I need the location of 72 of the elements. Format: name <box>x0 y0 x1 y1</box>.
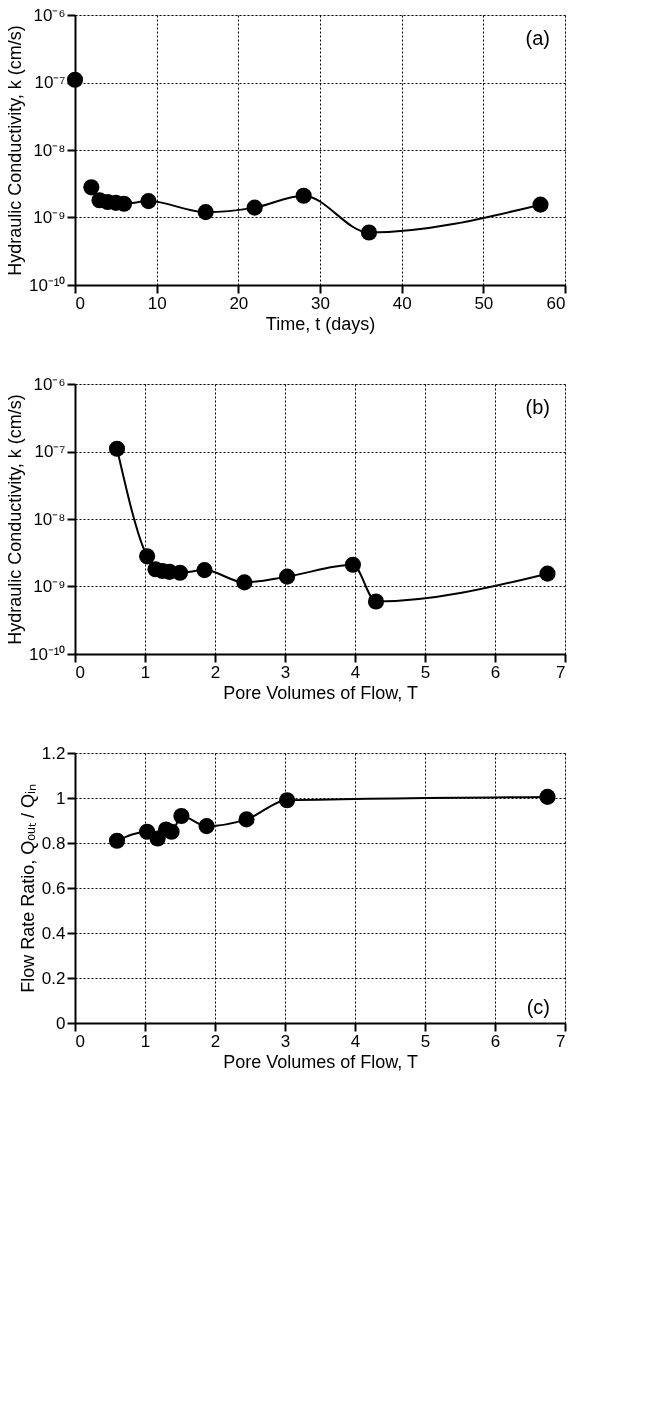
x-axis-title: Time, t (days) <box>265 313 376 334</box>
y-axis-title: Flow Rate Ratio, Qₒᵤₜ / Qᵢₙ <box>17 784 38 993</box>
y-tick-label: 10⁻⁶ <box>33 374 66 394</box>
x-tick-label: 20 <box>229 293 249 313</box>
y-tick-label: 10⁻⁷ <box>34 442 66 461</box>
y-tick-label: 1.2 <box>41 743 66 763</box>
x-tick-label: 4 <box>350 1031 361 1051</box>
x-tick-label: 50 <box>474 293 494 313</box>
x-tick-label: 5 <box>420 1031 431 1051</box>
y-tick-label: 10⁻⁹ <box>33 208 66 227</box>
point <box>198 818 215 835</box>
point <box>108 440 126 457</box>
x-tick-label: 7 <box>556 1031 566 1051</box>
x-tick-label: 1 <box>140 662 151 682</box>
point <box>344 556 361 573</box>
point <box>236 574 253 591</box>
x-tick-label: 6 <box>490 662 501 682</box>
x-tick-label: 3 <box>280 662 291 682</box>
y-tick-label: 10⁻⁷ <box>34 73 66 92</box>
annotation: (a) <box>525 27 550 49</box>
x-tick-label: 3 <box>280 1031 291 1051</box>
y-tick-label: 10⁻⁸ <box>33 509 66 529</box>
x-tick-label: 5 <box>420 662 431 682</box>
point <box>539 788 556 805</box>
point <box>238 811 255 828</box>
y-tick-label: 0.8 <box>41 833 66 853</box>
x-tick-label: 7 <box>556 662 566 682</box>
x-axis-title: Pore Volumes of Flow, T <box>223 682 418 703</box>
y-tick-label: 0.6 <box>41 878 66 898</box>
point <box>173 807 190 825</box>
y-tick-label: 10⁻⁶ <box>33 5 66 25</box>
y-axis-title: Hydraulic Conductivity, k (cm/s) <box>4 394 25 645</box>
x-tick-label: 40 <box>392 293 412 313</box>
x-tick-label: 1 <box>140 1031 151 1051</box>
point <box>246 199 263 216</box>
x-tick-label: 0 <box>75 293 85 313</box>
y-tick-label: 10⁻¹⁰ <box>28 275 66 295</box>
point <box>139 548 156 565</box>
point <box>295 187 312 204</box>
point <box>360 224 378 241</box>
y-axis-title: Hydraulic Conductivity, k (cm/s) <box>4 25 25 276</box>
point <box>83 179 100 196</box>
point <box>279 792 296 809</box>
x-tick-label: 2 <box>210 662 221 682</box>
point <box>140 193 157 210</box>
point <box>279 568 296 585</box>
annotation: (c) <box>526 996 550 1018</box>
y-tick-label: 10⁻¹⁰ <box>28 644 66 664</box>
point <box>66 71 84 88</box>
x-tick-label: 0 <box>75 1031 85 1051</box>
x-tick-label: 2 <box>210 1031 221 1051</box>
point <box>163 823 180 840</box>
point <box>197 204 214 221</box>
x-tick-label: 4 <box>350 662 361 682</box>
point <box>532 196 549 213</box>
x-tick-label: 30 <box>311 293 330 313</box>
point <box>367 593 385 610</box>
y-tick-label: 0.2 <box>41 968 66 988</box>
y-tick-label: 10⁻⁹ <box>33 577 66 596</box>
point <box>108 832 126 849</box>
y-tick-label: 0 <box>56 1013 66 1033</box>
y-tick-label: 1 <box>56 788 66 808</box>
x-tick-label: 0 <box>75 662 85 682</box>
x-tick-label: 10 <box>147 293 167 313</box>
annotation: (b) <box>525 396 550 418</box>
y-tick-label: 0.4 <box>41 923 66 943</box>
point <box>196 562 213 579</box>
point <box>539 565 556 582</box>
x-axis-title: Pore Volumes of Flow, T <box>223 1051 418 1072</box>
x-tick-label: 60 <box>546 293 566 313</box>
y-tick-label: 10⁻⁸ <box>33 140 66 160</box>
x-tick-label: 6 <box>490 1031 501 1051</box>
